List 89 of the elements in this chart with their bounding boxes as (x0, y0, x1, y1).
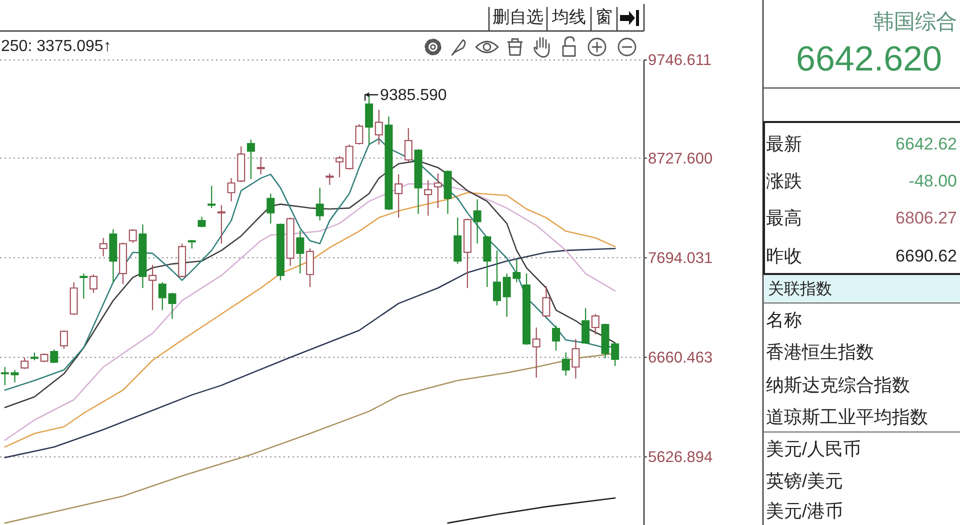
candlestick (336, 155, 344, 178)
candlestick (365, 94, 374, 145)
candlestick (611, 342, 620, 367)
candlestick (562, 352, 570, 376)
candlestick (10, 369, 19, 383)
candlestick (483, 235, 492, 288)
y-tick-label: 9746.611 (648, 52, 712, 70)
text: 涨跌 (766, 170, 802, 191)
candlestick (246, 139, 255, 180)
candlestick (414, 148, 422, 214)
text: 6806.27 (896, 208, 957, 228)
text: 美元/人民币 (766, 438, 862, 459)
candlestick (286, 217, 294, 266)
candlestick (70, 282, 78, 316)
candlestick (217, 204, 226, 244)
text: 250: 3375.095↑ (1, 38, 112, 56)
candlestick (532, 326, 540, 378)
candlestick (374, 109, 383, 145)
line-series (4, 248, 616, 458)
y-tick-label: 6660.463 (648, 349, 713, 366)
y-tick-label: 8727.600 (648, 150, 714, 168)
candlestick (256, 156, 265, 175)
candlestick (601, 323, 610, 359)
candlestick (208, 185, 216, 209)
candlestick (542, 286, 550, 318)
candlestick (492, 250, 501, 306)
text: 最高 (766, 208, 802, 228)
candlestick (178, 243, 186, 278)
y-tick-label: 7694.031 (648, 250, 713, 267)
candlestick (424, 180, 432, 216)
text: 删自选 (492, 7, 544, 26)
text: 均线 (551, 7, 586, 26)
candlestick (326, 172, 334, 186)
candlestick (90, 274, 98, 294)
candlestick (237, 146, 246, 183)
annotation: 9385.590 (380, 87, 447, 104)
candlestick (109, 228, 118, 283)
candlestick (355, 124, 364, 145)
text: 最新 (766, 134, 802, 154)
candlestick (138, 224, 147, 289)
text: 道琼斯工业平均指数 (766, 406, 928, 427)
candlestick (463, 218, 472, 289)
candlestick (60, 330, 68, 350)
candlestick (128, 228, 137, 244)
candlestick (454, 217, 462, 264)
candlestick (148, 264, 157, 311)
candlestick (296, 230, 304, 274)
candlestick (434, 172, 442, 209)
candlestick (572, 338, 580, 380)
candlestick (473, 198, 482, 244)
candlestick (40, 352, 48, 363)
candlestick (522, 273, 530, 346)
candlestick (99, 237, 108, 257)
text: 英镑/美元 (766, 470, 844, 491)
candlestick (404, 128, 412, 162)
candlestick (227, 178, 236, 202)
text: -48.00 (908, 171, 957, 190)
candlestick (50, 349, 58, 364)
candlestick (306, 248, 314, 288)
candlestick (266, 193, 275, 224)
text: 6690.62 (896, 246, 957, 266)
text: 6642.620 (796, 39, 942, 78)
candlestick (384, 116, 393, 211)
text: 关联指数 (768, 280, 832, 298)
text: 香港恒生指数 (766, 342, 874, 362)
candlestick (20, 356, 29, 370)
candlestick (198, 216, 206, 228)
text: 名称 (766, 310, 802, 330)
candlestick (80, 273, 88, 300)
text: 纳斯达克综合指数 (766, 374, 910, 395)
text: 窗 (596, 7, 612, 26)
candlestick (316, 187, 324, 222)
candlestick (276, 222, 284, 281)
y-tick-label: 5626.894 (648, 448, 714, 466)
candlestick (345, 144, 354, 170)
candlestick (552, 325, 560, 352)
candlestick (394, 174, 403, 218)
line-series (447, 497, 616, 524)
candlestick (119, 242, 128, 285)
text: 韩国综合 (873, 10, 957, 34)
candlestick (582, 308, 590, 344)
text: 昨收 (766, 246, 802, 266)
candlestick (188, 239, 196, 250)
candlestick (0, 366, 9, 386)
candlestick (591, 313, 600, 335)
text: 美元/港币 (766, 500, 844, 521)
candlestick (30, 352, 38, 361)
text: 6642.62 (896, 134, 957, 154)
candlestick (444, 170, 452, 214)
